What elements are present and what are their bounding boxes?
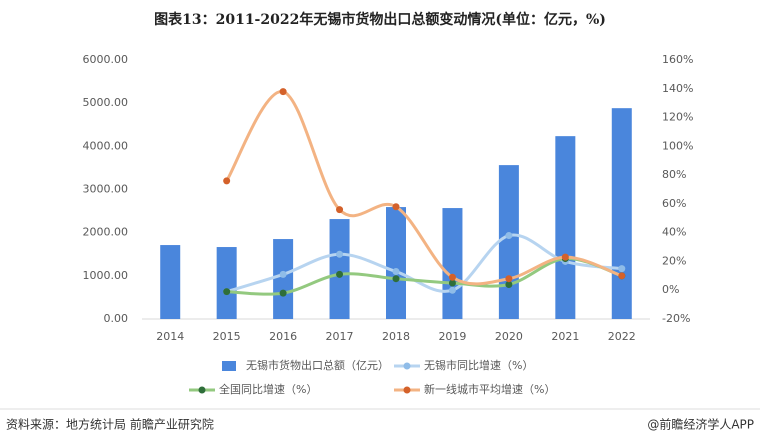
y2-tick-label: 0% (662, 283, 679, 296)
line-marker (392, 275, 400, 283)
y-tick-label: 5000.00 (83, 96, 129, 109)
line-marker (448, 286, 456, 294)
y2-tick-label: 160% (662, 53, 693, 66)
line-marker (448, 279, 456, 287)
line-marker (618, 265, 626, 273)
line-marker (279, 289, 287, 297)
bar (386, 207, 406, 319)
line-marker (448, 273, 456, 281)
line-marker (336, 250, 344, 258)
legend-label: 新一线城市平均增速（%） (424, 382, 555, 396)
y-tick-label: 3000.00 (83, 183, 129, 196)
legend-label: 无锡市货物出口总额（亿元） (246, 358, 389, 372)
x-tick-label: 2019 (438, 330, 466, 343)
line (226, 257, 623, 296)
bar (611, 108, 632, 319)
y2-tick-label: 60% (662, 197, 686, 210)
credit: @前瞻经济学人APP (647, 417, 754, 432)
y-tick-label: 0.00 (104, 312, 129, 325)
y2-tick-label: 40% (662, 226, 686, 239)
legend-label: 无锡市同比增速（%） (424, 358, 533, 372)
line-marker (279, 270, 287, 278)
y2-tick-label: 100% (662, 139, 693, 152)
x-tick-label: 2022 (608, 330, 636, 343)
bar (442, 208, 463, 319)
x-tick-label: 2020 (495, 330, 523, 343)
y2-tick-label: 20% (662, 254, 686, 267)
line-marker (505, 275, 513, 283)
bar (216, 247, 237, 319)
x-tick-label: 2014 (156, 330, 184, 343)
legend-marker (403, 362, 411, 370)
line-marker (336, 206, 344, 214)
line-marker (618, 272, 626, 280)
bar (555, 136, 576, 319)
line-marker (223, 288, 231, 296)
line-marker (392, 203, 400, 211)
y-tick-label: 6000.00 (83, 53, 129, 66)
chart-title: 图表13：2011-2022年无锡市货物出口总额变动情况(单位：亿元，%) (154, 11, 606, 28)
x-tick-label: 2015 (213, 330, 241, 343)
source: 资料来源：地方统计局 前瞻产业研究院 (6, 417, 214, 432)
legend-label: 全国同比增速（%） (219, 382, 317, 396)
x-tick-label: 2016 (269, 330, 297, 343)
legend-swatch (222, 361, 236, 371)
y-tick-label: 1000.00 (83, 269, 129, 282)
y2-tick-label: 80% (662, 168, 686, 181)
y2-tick-label: 140% (662, 82, 693, 95)
y2-tick-label: -20% (662, 312, 690, 325)
line-marker (336, 270, 344, 278)
line-marker (561, 253, 569, 261)
x-tick-label: 2018 (382, 330, 410, 343)
bar (498, 165, 519, 319)
line-marker (279, 88, 287, 96)
line-marker (505, 232, 513, 240)
x-tick-label: 2021 (551, 330, 579, 343)
y-tick-label: 2000.00 (83, 226, 129, 239)
line-marker (505, 280, 513, 288)
y2-tick-label: 120% (662, 111, 693, 124)
bar (273, 239, 294, 319)
legend-marker (198, 386, 206, 394)
line-marker (392, 268, 400, 276)
x-tick-label: 2017 (326, 330, 354, 343)
y-tick-label: 4000.00 (83, 139, 129, 152)
line-marker (223, 177, 231, 185)
legend-marker (403, 386, 411, 394)
bar (160, 245, 181, 319)
bar (329, 219, 350, 319)
